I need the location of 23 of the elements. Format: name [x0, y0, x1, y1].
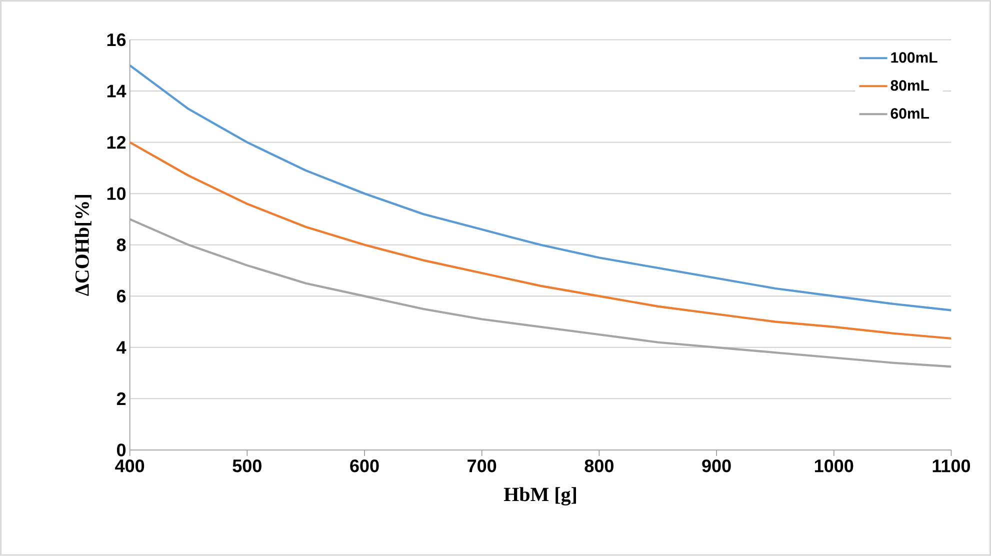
- x-tick-label: 1000: [814, 460, 854, 472]
- y-tick-label: 0: [116, 444, 126, 456]
- y-axis-title: ΔCOHb[%]: [74, 195, 92, 296]
- x-tick-label: 1100: [932, 460, 970, 472]
- y-tick-label: 8: [116, 238, 126, 252]
- y-tick-label: 14: [107, 84, 126, 98]
- x-tick-label: 600: [350, 460, 379, 472]
- legend-label: 100mL: [891, 52, 938, 63]
- legend-label: 80mL: [890, 80, 929, 91]
- line-series: [130, 64, 952, 312]
- x-tick-label: 500: [232, 460, 262, 472]
- x-tick-label: 900: [702, 460, 731, 472]
- x-axis-title: HbM [g]: [504, 487, 576, 506]
- y-tick-label: 2: [116, 392, 126, 406]
- legend-label: 60mL: [890, 108, 929, 119]
- x-tick-label: 700: [468, 460, 496, 472]
- x-tick-label: 400: [115, 460, 144, 472]
- x-tick-label: 800: [584, 460, 614, 472]
- y-tick-label: 16: [107, 33, 126, 46]
- y-tick-label: 6: [116, 290, 126, 303]
- y-tick-label: 12: [107, 136, 126, 149]
- y-tick-label: 10: [107, 187, 126, 200]
- y-tick-label: 4: [116, 341, 126, 354]
